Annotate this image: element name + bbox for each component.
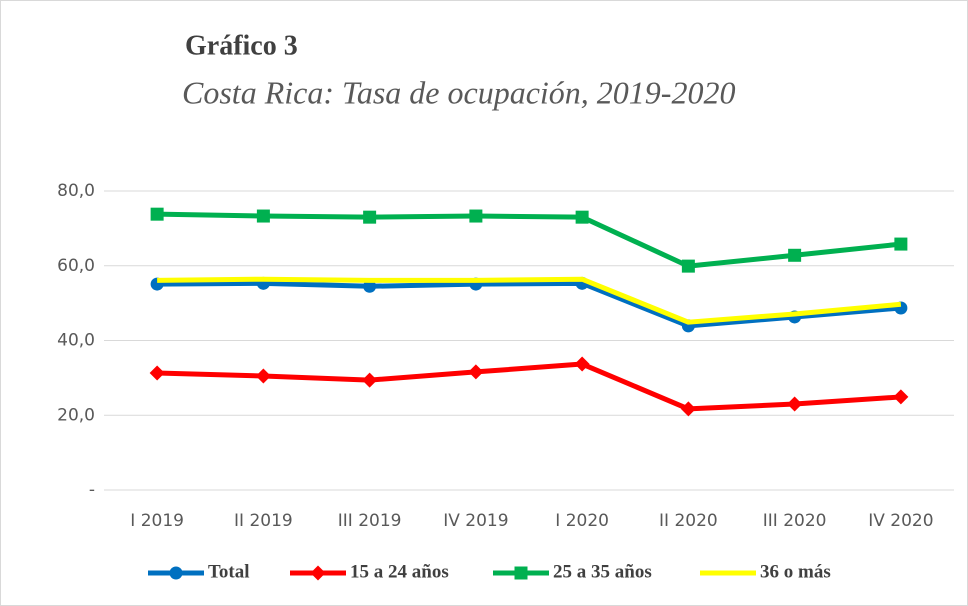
point [787, 396, 803, 412]
legend-marker [169, 566, 183, 580]
chart-title: Gráfico 3 [185, 30, 298, 61]
point [362, 372, 378, 388]
y-tick-label: 20,0 [57, 405, 95, 425]
point [893, 389, 909, 405]
series-line [157, 280, 902, 329]
point [149, 365, 165, 381]
point [363, 279, 377, 293]
series-line [157, 361, 902, 412]
series-line [157, 276, 902, 325]
x-tick-label: II 2019 [234, 511, 293, 531]
point [680, 401, 696, 417]
point [150, 207, 164, 221]
point [363, 210, 377, 224]
x-tick-label: I 2019 [130, 511, 184, 531]
point [469, 209, 483, 223]
point [255, 368, 271, 384]
x-tick-label: II 2020 [659, 511, 718, 531]
y-tick-label: 40,0 [57, 331, 95, 351]
legend-label: 25 a 35 años [553, 561, 652, 582]
legend-marker [514, 566, 528, 580]
point [788, 248, 802, 262]
point [575, 210, 589, 224]
point [468, 364, 484, 380]
x-tick-label: III 2019 [338, 511, 402, 531]
legend-label: 15 a 24 años [350, 561, 449, 582]
legend-label: 36 o más [760, 561, 831, 582]
point [574, 356, 590, 372]
legend-marker [310, 565, 326, 581]
point [256, 209, 270, 223]
y-tick-label: - [89, 480, 95, 500]
legend-label: Total [208, 561, 250, 582]
y-tick-label: 60,0 [57, 256, 95, 276]
x-tick-label: III 2020 [763, 511, 827, 531]
x-tick-label: IV 2020 [868, 511, 933, 531]
x-tick-label: I 2020 [555, 511, 609, 531]
point [894, 237, 908, 251]
chart-subtitle: Costa Rica: Tasa de ocupación, 2019-2020 [182, 74, 735, 110]
y-tick-label: 80,0 [57, 181, 95, 201]
series-line [157, 211, 902, 269]
x-tick-label: IV 2019 [443, 511, 508, 531]
point [681, 259, 695, 273]
